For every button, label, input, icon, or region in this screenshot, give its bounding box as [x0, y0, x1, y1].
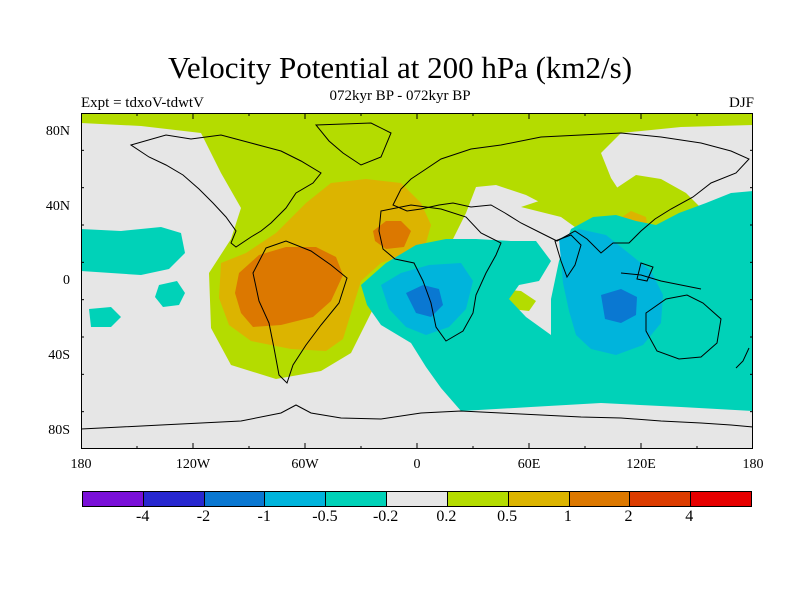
- plot-title: Velocity Potential at 200 hPa (km2/s): [167, 50, 633, 85]
- x-label-120w: 120W: [175, 457, 211, 472]
- colorbar-segment: [204, 492, 266, 506]
- y-label-80n: 80N: [45, 124, 70, 139]
- season-label: DJF: [728, 95, 754, 111]
- y-label-40s: 40S: [48, 348, 70, 363]
- coast-africa: [378, 204, 502, 342]
- colorbar-label: -1: [257, 508, 271, 525]
- colorbar-label: 1: [563, 508, 572, 525]
- colorbar-label: -4: [136, 508, 150, 525]
- colorbar-segment: [691, 492, 751, 506]
- contour-eastpacific-small-a: [155, 281, 185, 307]
- coast-new-zealand: [735, 347, 750, 369]
- colorbar-segment: [447, 492, 509, 506]
- colorbar-segment: [265, 492, 327, 506]
- colorbar-segment: [326, 492, 388, 506]
- contour-eastpacific-negative: [81, 227, 185, 275]
- coast-australia: [645, 294, 722, 360]
- x-label-60w: 60W: [291, 457, 319, 472]
- coast-indonesia: [620, 262, 702, 290]
- x-label-60e: 60E: [517, 457, 541, 472]
- contour-eastpacific-small-b: [89, 307, 121, 327]
- contour-southern-negative: [361, 191, 753, 411]
- colorbar-segment: [508, 492, 570, 506]
- experiment-label: Expt = tdxoV-tdwtV: [81, 95, 204, 111]
- contour-southatlantic-strong: [406, 285, 443, 317]
- colorbar-label: 2: [624, 508, 633, 525]
- contour-westafrica-strong: [373, 221, 411, 249]
- map-panel: [81, 113, 753, 449]
- colorbar-segment: [83, 492, 144, 506]
- y-label-40n: 40N: [45, 199, 70, 214]
- colorbar-segment: [630, 492, 692, 506]
- colorbar-label: -2: [196, 508, 211, 525]
- map-svg: [81, 113, 753, 449]
- colorbar-label: -0.5: [312, 508, 338, 525]
- coast-north-america: [129, 134, 322, 248]
- colorbar-label: 0.2: [436, 508, 457, 525]
- x-label-120e: 120E: [626, 457, 656, 472]
- coast-india: [554, 234, 582, 279]
- colorbar-segment: [143, 492, 205, 506]
- x-label-0: 0: [413, 457, 421, 472]
- plot-subtitle: 072kyr BP - 072kyr BP: [329, 88, 471, 104]
- colorbar-label: 0.5: [497, 508, 518, 525]
- coast-greenland: [314, 122, 392, 166]
- x-label-180w: 180: [70, 457, 92, 472]
- colorbar-segment: [387, 492, 448, 506]
- coastlines: [81, 122, 753, 430]
- coast-antarctica: [81, 404, 753, 430]
- contour-indian-strong: [601, 289, 637, 323]
- x-label-180e: 180: [742, 457, 764, 472]
- colorbar-segment: [569, 492, 631, 506]
- coast-eurasia: [392, 132, 750, 254]
- colorbar-label: -0.2: [372, 508, 399, 525]
- y-label-80s: 80S: [48, 423, 70, 438]
- colorbar-label: 4: [685, 508, 694, 525]
- map-frame: [81, 113, 753, 449]
- coast-south-america: [252, 240, 348, 384]
- colorbar: [82, 491, 752, 507]
- y-label-eq: 0: [63, 273, 70, 288]
